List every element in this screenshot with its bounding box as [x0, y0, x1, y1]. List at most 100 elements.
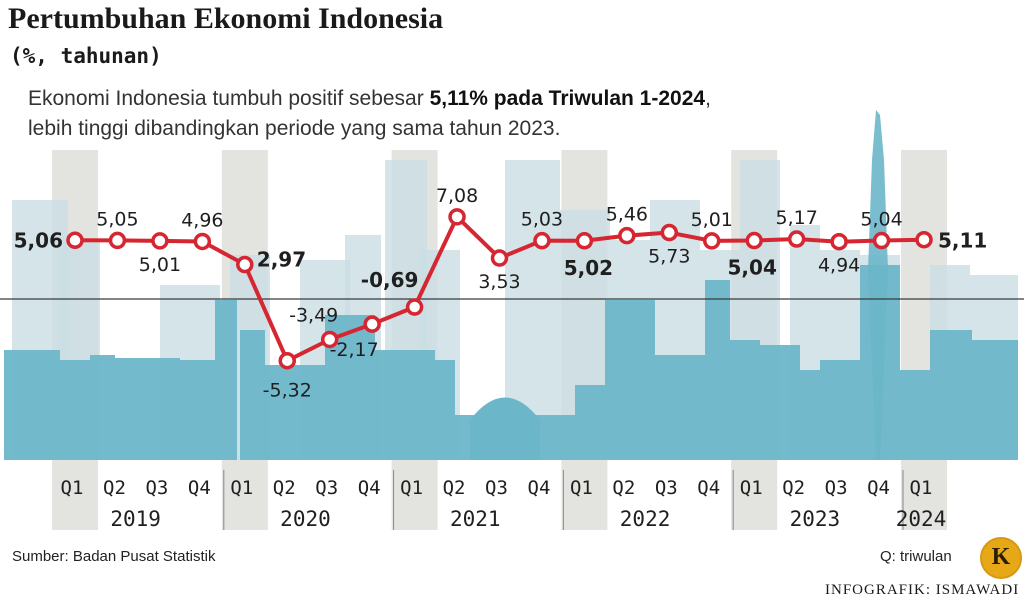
skyline-building [605, 300, 655, 460]
skyline-building [4, 350, 60, 460]
data-label: -5,32 [263, 380, 312, 402]
data-label: -0,69 [361, 268, 419, 292]
chart-unit: (%, tahunan) [10, 44, 162, 68]
skyline-building [972, 340, 1018, 460]
data-point [108, 231, 127, 250]
chart-description: Ekonomi Indonesia tumbuh positif sebesar… [28, 84, 711, 144]
data-point [363, 315, 381, 333]
x-tick-label: Q3 [655, 477, 678, 499]
x-tick-label: Q3 [145, 477, 168, 499]
data-label: 2,97 [257, 248, 306, 272]
data-label: 4,96 [181, 209, 223, 231]
data-label: 5,17 [775, 207, 817, 229]
x-tick-label: Q2 [443, 477, 466, 499]
x-tick-label: Q3 [485, 477, 508, 499]
skyline-building [575, 385, 605, 460]
data-point [915, 230, 933, 249]
description-highlight: 5,11% pada Triwulan 1-2024 [429, 87, 706, 110]
x-tick-label: Q2 [273, 477, 296, 499]
x-tick-label: Q4 [188, 477, 211, 499]
year-label: 2024 [896, 507, 947, 531]
data-point [703, 232, 721, 250]
data-point [66, 231, 84, 250]
data-label: 5,04 [860, 209, 902, 231]
skyline-building [60, 360, 90, 460]
data-point [278, 351, 296, 370]
data-label: 5,03 [521, 209, 563, 231]
description-line2: lebih tinggi dibandingkan periode yang s… [28, 117, 561, 140]
skyline-building [115, 358, 180, 460]
x-tick-label: Q4 [358, 477, 381, 499]
x-tick-label: Q2 [782, 477, 805, 499]
data-label: 5,01 [139, 254, 181, 276]
x-tick-label: Q1 [910, 477, 933, 499]
data-label: 3,53 [478, 271, 520, 293]
data-label: 5,46 [606, 204, 648, 226]
data-point [151, 232, 169, 250]
skyline-building [265, 365, 325, 460]
skyline-building [820, 360, 860, 460]
publisher-logo: K [980, 537, 1022, 579]
data-label: 5,05 [96, 208, 138, 230]
skyline-building [655, 355, 705, 460]
skyline-building [930, 330, 972, 460]
x-tick-label: Q1 [570, 477, 593, 499]
skyline-building [215, 300, 237, 460]
year-label: 2020 [280, 507, 331, 531]
x-tick-label: Q2 [612, 477, 635, 499]
x-tick-label: Q3 [825, 477, 848, 499]
skyline-building [760, 345, 800, 460]
skyline-building [180, 360, 215, 460]
data-point [787, 230, 806, 248]
x-tick-label: Q1 [61, 477, 84, 499]
data-label: -2,17 [330, 339, 379, 361]
infographic-credit: INFOGRAFIK: ISMAWADI [825, 582, 1020, 598]
data-point [448, 208, 466, 226]
skyline-building [375, 350, 395, 460]
data-point [490, 249, 509, 267]
data-point [575, 232, 594, 250]
data-label: 5,04 [728, 256, 777, 280]
skyline-building [800, 370, 820, 460]
year-label: 2019 [110, 507, 161, 531]
data-point [872, 231, 891, 250]
data-label: 5,11 [938, 229, 987, 253]
monument-shape [868, 110, 888, 460]
page-title: Pertumbuhan Ekonomi Indonesia [8, 2, 444, 35]
skyline-illustration [4, 110, 1018, 460]
data-point [830, 232, 848, 251]
skyline-building [730, 340, 760, 460]
x-tick-label: Q4 [528, 477, 551, 499]
x-tick-label: Q1 [740, 477, 763, 499]
skyline-building [435, 360, 455, 460]
skyline-building [900, 370, 930, 460]
data-label: 5,01 [691, 209, 733, 231]
data-label: 4,94 [818, 255, 860, 277]
year-label: 2021 [450, 507, 501, 531]
description-text: Ekonomi Indonesia tumbuh positif sebesar [28, 87, 430, 110]
x-tick-label: Q1 [230, 477, 253, 499]
description-comma: , [705, 87, 711, 110]
data-point [236, 255, 254, 274]
data-label: 5,73 [648, 246, 690, 268]
skyline-building [90, 355, 115, 460]
skyline-building [395, 350, 435, 460]
data-point [405, 298, 424, 316]
data-point [320, 330, 339, 349]
skyline-building [705, 280, 730, 460]
quarter-note: Q: triwulan [880, 548, 952, 565]
logo-letter: K [991, 544, 1011, 570]
dome-shape [470, 397, 540, 460]
x-tick-label: Q4 [867, 477, 890, 499]
data-point [533, 231, 551, 250]
skyline-building [240, 330, 265, 460]
data-label: 7,08 [436, 185, 478, 207]
x-tick-label: Q4 [697, 477, 720, 499]
data-point [618, 226, 636, 245]
source-note: Sumber: Badan Pusat Statistik [12, 548, 216, 565]
data-point [193, 232, 212, 251]
data-point [745, 231, 763, 250]
x-tick-label: Q2 [103, 477, 126, 499]
x-tick-label: Q1 [400, 477, 423, 499]
